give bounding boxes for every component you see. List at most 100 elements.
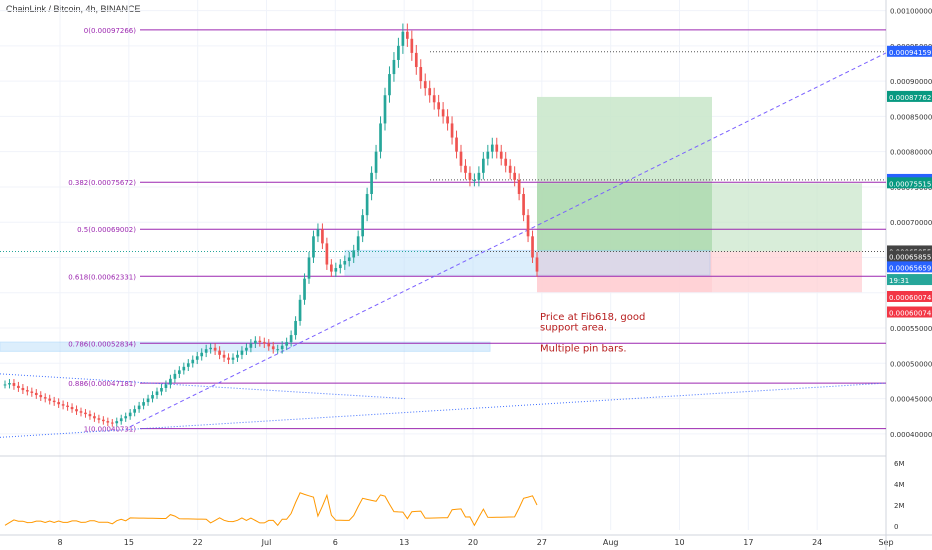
- candle-body: [419, 67, 423, 82]
- fib-level-label: 0.886(0.00047181): [68, 380, 136, 388]
- candle-body: [343, 261, 347, 265]
- price-marker-badge: [887, 306, 932, 318]
- fib-level-label: 0.5(0.00069002): [77, 226, 136, 234]
- candle-body: [61, 404, 65, 406]
- candle-body: [222, 354, 226, 358]
- candle-body: [97, 418, 101, 420]
- candle-body: [307, 257, 311, 279]
- x-tick-label: 15: [124, 538, 134, 547]
- candle-body: [352, 250, 356, 258]
- x-tick-label: 6: [333, 538, 338, 547]
- candle-body: [70, 407, 74, 410]
- fib-level-label: 0.382(0.00075672): [68, 179, 136, 187]
- candle-body: [231, 357, 235, 360]
- candle-body: [146, 398, 150, 403]
- candle-body: [437, 102, 440, 110]
- candle-body: [155, 391, 159, 396]
- trend-line-rising: [129, 52, 887, 428]
- candle-body: [218, 350, 221, 355]
- price-marker-value: 0.00065659: [889, 264, 931, 272]
- candle-body: [75, 409, 78, 412]
- fib-level-label: 0.618(0.00062331): [68, 273, 136, 281]
- candle-body: [191, 359, 195, 364]
- x-tick-label: 22: [193, 538, 203, 547]
- x-tick-label: 24: [812, 538, 822, 547]
- x-tick-label: 20: [468, 538, 478, 547]
- fib-level-label: 0(0.00097266): [84, 27, 136, 35]
- candle-body: [267, 343, 271, 347]
- candle-body: [504, 158, 508, 166]
- price-marker-badge: [887, 250, 932, 262]
- candle-body: [271, 346, 275, 350]
- candle-body: [388, 74, 391, 96]
- candle-body: [200, 352, 204, 357]
- candle-body: [43, 397, 47, 399]
- annotation-text: Price at Fib618, good: [540, 312, 645, 323]
- candle-body: [227, 357, 230, 360]
- y-tick-label: 0.00090000: [890, 78, 932, 86]
- support-box: [344, 249, 711, 276]
- candle-body: [240, 350, 244, 355]
- volume-tick-label: 0: [894, 523, 898, 531]
- candle-body: [110, 422, 114, 424]
- x-tick-label: 17: [743, 538, 753, 547]
- candle-body: [164, 384, 168, 388]
- candle-body: [30, 391, 34, 393]
- candle-body: [392, 59, 396, 75]
- candle-body: [88, 414, 92, 417]
- candle-body: [115, 421, 119, 424]
- candle-body: [330, 264, 333, 272]
- candle-body: [482, 158, 485, 173]
- price-marker-value: 0.00060074: [889, 310, 932, 318]
- profit-zone-extended: [712, 183, 862, 252]
- x-tick-label: 13: [399, 538, 409, 547]
- candle-body: [526, 215, 530, 237]
- price-marker-value: 0.00060074: [889, 294, 932, 302]
- candle-body: [428, 88, 432, 96]
- x-tick-label: 8: [57, 538, 62, 547]
- y-tick-label: 0.00085000: [890, 113, 932, 121]
- candle-body: [169, 378, 172, 385]
- candle-body: [12, 383, 16, 386]
- price-marker-value: 0.00075515: [889, 180, 931, 188]
- candle-body: [298, 299, 302, 321]
- fib-level-label: 0.786(0.00052834): [68, 340, 136, 348]
- candle-body: [513, 172, 516, 180]
- candle-body: [34, 392, 38, 396]
- candle-body: [347, 257, 351, 262]
- candle-body: [495, 144, 499, 152]
- candle-body: [26, 390, 29, 392]
- candle-body: [312, 236, 315, 258]
- candle-body: [531, 236, 534, 258]
- price-marker-badge: [887, 290, 932, 302]
- price-marker-badge: [887, 90, 932, 102]
- candle-body: [334, 268, 338, 272]
- candle-body: [57, 402, 60, 405]
- candle-body: [459, 151, 463, 166]
- candle-body: [338, 264, 342, 269]
- candle-body: [406, 31, 409, 39]
- candle-body: [468, 172, 472, 180]
- volume-tick-label: 2M: [894, 502, 905, 510]
- candle-body: [39, 395, 43, 398]
- candle-body: [262, 342, 266, 344]
- price-marker-value: 0.00094159: [889, 49, 931, 57]
- price-marker-badge: [887, 274, 932, 286]
- candle-body: [249, 343, 253, 348]
- candle-body: [455, 137, 458, 152]
- candle-body: [258, 340, 262, 343]
- candle-body: [84, 412, 87, 415]
- candle-body: [285, 342, 288, 346]
- trend-line-falling: [0, 373, 406, 400]
- candle-body: [137, 405, 141, 410]
- candle-body: [365, 193, 369, 216]
- candle-body: [508, 165, 512, 173]
- y-tick-label: 0.00070000: [890, 219, 932, 227]
- candle-body: [204, 349, 208, 353]
- candle-body: [499, 151, 503, 159]
- candle-body: [66, 405, 69, 408]
- candle-body: [356, 236, 360, 251]
- candle-body: [17, 385, 20, 388]
- x-tick-label: 10: [674, 538, 684, 547]
